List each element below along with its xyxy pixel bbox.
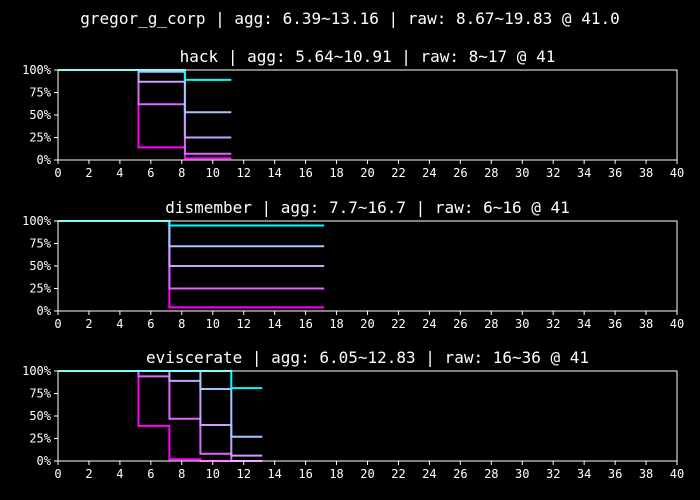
x-tick-label: 30 xyxy=(515,317,529,331)
x-tick-label: 28 xyxy=(484,166,498,180)
subplot-title: dismember | agg: 7.7~16.7 | raw: 6~16 @ … xyxy=(165,198,570,217)
x-tick-label: 38 xyxy=(639,317,653,331)
x-tick-label: 10 xyxy=(206,317,220,331)
x-tick-label: 2 xyxy=(85,317,92,331)
x-tick-label: 12 xyxy=(236,166,250,180)
series-line-5 xyxy=(58,220,325,227)
x-tick-label: 32 xyxy=(546,317,560,331)
x-tick-label: 22 xyxy=(391,467,405,481)
subplot-title: eviscerate | agg: 6.05~12.83 | raw: 16~3… xyxy=(146,348,589,367)
subplot-1: hack | agg: 5.64~10.91 | raw: 8~17 @ 41 0… xyxy=(22,47,684,180)
x-tick-label: 24 xyxy=(422,467,436,481)
y-tick-label: 25% xyxy=(29,131,51,145)
y-tick-label: 75% xyxy=(29,237,51,251)
subplots: hack | agg: 5.64~10.91 | raw: 8~17 @ 41 0… xyxy=(22,47,684,481)
plot-frame xyxy=(57,370,678,462)
x-tick-label: 34 xyxy=(577,166,591,180)
subplot-2: dismember | agg: 7.7~16.7 | raw: 6~16 @ … xyxy=(22,198,684,331)
x-tick-label: 12 xyxy=(236,317,250,331)
x-tick-label: 28 xyxy=(484,317,498,331)
x-tick-label: 6 xyxy=(147,467,154,481)
y-tick-label: 50% xyxy=(29,108,51,122)
x-tick-label: 18 xyxy=(329,467,343,481)
x-tick-label: 8 xyxy=(178,166,185,180)
x-tick-label: 18 xyxy=(329,166,343,180)
x-tick-label: 14 xyxy=(267,467,281,481)
y-tick-label: 0% xyxy=(37,153,52,167)
x-tick-label: 12 xyxy=(236,467,250,481)
y-tick-label: 0% xyxy=(37,304,52,318)
x-tick-label: 38 xyxy=(639,467,653,481)
y-tick-label: 25% xyxy=(29,432,51,446)
x-tick-label: 32 xyxy=(546,166,560,180)
series-line-3 xyxy=(58,370,263,457)
x-tick-label: 16 xyxy=(298,467,312,481)
x-tick-label: 10 xyxy=(206,467,220,481)
subplot-title: hack | agg: 5.64~10.91 | raw: 8~17 @ 41 xyxy=(180,47,556,66)
x-tick-label: 4 xyxy=(116,317,123,331)
series-line-1 xyxy=(58,69,232,160)
x-tick-label: 40 xyxy=(670,166,684,180)
x-tick-label: 14 xyxy=(267,317,281,331)
x-tick-label: 38 xyxy=(639,166,653,180)
y-tick-label: 0% xyxy=(37,454,52,468)
figure-title: gregor_g_corp | agg: 6.39~13.16 | raw: 8… xyxy=(80,9,619,28)
x-tick-label: 40 xyxy=(670,467,684,481)
x-tick-label: 26 xyxy=(453,166,467,180)
y-tick-label: 75% xyxy=(29,387,51,401)
y-tick-label: 50% xyxy=(29,409,51,423)
x-tick-label: 26 xyxy=(453,467,467,481)
y-tick-label: 50% xyxy=(29,259,51,273)
x-tick-label: 36 xyxy=(608,317,622,331)
y-tick-label: 75% xyxy=(29,86,51,100)
x-tick-label: 2 xyxy=(85,166,92,180)
series-line-1 xyxy=(58,220,325,309)
x-tick-label: 24 xyxy=(422,317,436,331)
x-tick-label: 28 xyxy=(484,467,498,481)
x-tick-label: 30 xyxy=(515,467,529,481)
x-tick-label: 0 xyxy=(54,166,61,180)
subplot-3: eviscerate | agg: 6.05~12.83 | raw: 16~3… xyxy=(22,348,684,481)
x-tick-label: 4 xyxy=(116,166,123,180)
x-tick-label: 24 xyxy=(422,166,436,180)
x-tick-label: 0 xyxy=(54,317,61,331)
x-tick-label: 34 xyxy=(577,467,591,481)
series-line-2 xyxy=(58,370,263,462)
x-tick-label: 6 xyxy=(147,166,154,180)
x-tick-label: 40 xyxy=(670,317,684,331)
x-tick-label: 20 xyxy=(360,467,374,481)
y-tick-label: 100% xyxy=(22,364,52,378)
x-tick-label: 20 xyxy=(360,317,374,331)
x-tick-label: 32 xyxy=(546,467,560,481)
x-tick-label: 4 xyxy=(116,467,123,481)
series-line-1 xyxy=(58,370,232,462)
x-tick-label: 2 xyxy=(85,467,92,481)
series-line-4 xyxy=(58,69,232,114)
series-line-5 xyxy=(58,370,263,390)
y-tick-label: 25% xyxy=(29,282,51,296)
x-tick-label: 6 xyxy=(147,317,154,331)
y-tick-label: 100% xyxy=(22,63,52,77)
x-tick-label: 14 xyxy=(267,166,281,180)
x-tick-label: 22 xyxy=(391,166,405,180)
x-tick-label: 8 xyxy=(178,317,185,331)
y-tick-label: 100% xyxy=(22,214,52,228)
x-tick-label: 22 xyxy=(391,317,405,331)
plot-frame xyxy=(57,220,678,312)
x-tick-label: 36 xyxy=(608,166,622,180)
x-tick-label: 34 xyxy=(577,317,591,331)
x-tick-label: 0 xyxy=(54,467,61,481)
x-tick-label: 18 xyxy=(329,317,343,331)
x-tick-label: 16 xyxy=(298,166,312,180)
x-tick-label: 16 xyxy=(298,317,312,331)
x-tick-label: 26 xyxy=(453,317,467,331)
x-tick-label: 8 xyxy=(178,467,185,481)
x-tick-label: 10 xyxy=(206,166,220,180)
series-line-3 xyxy=(58,220,325,267)
x-tick-label: 20 xyxy=(360,166,374,180)
x-tick-label: 30 xyxy=(515,166,529,180)
series-line-2 xyxy=(58,220,325,290)
x-tick-label: 36 xyxy=(608,467,622,481)
